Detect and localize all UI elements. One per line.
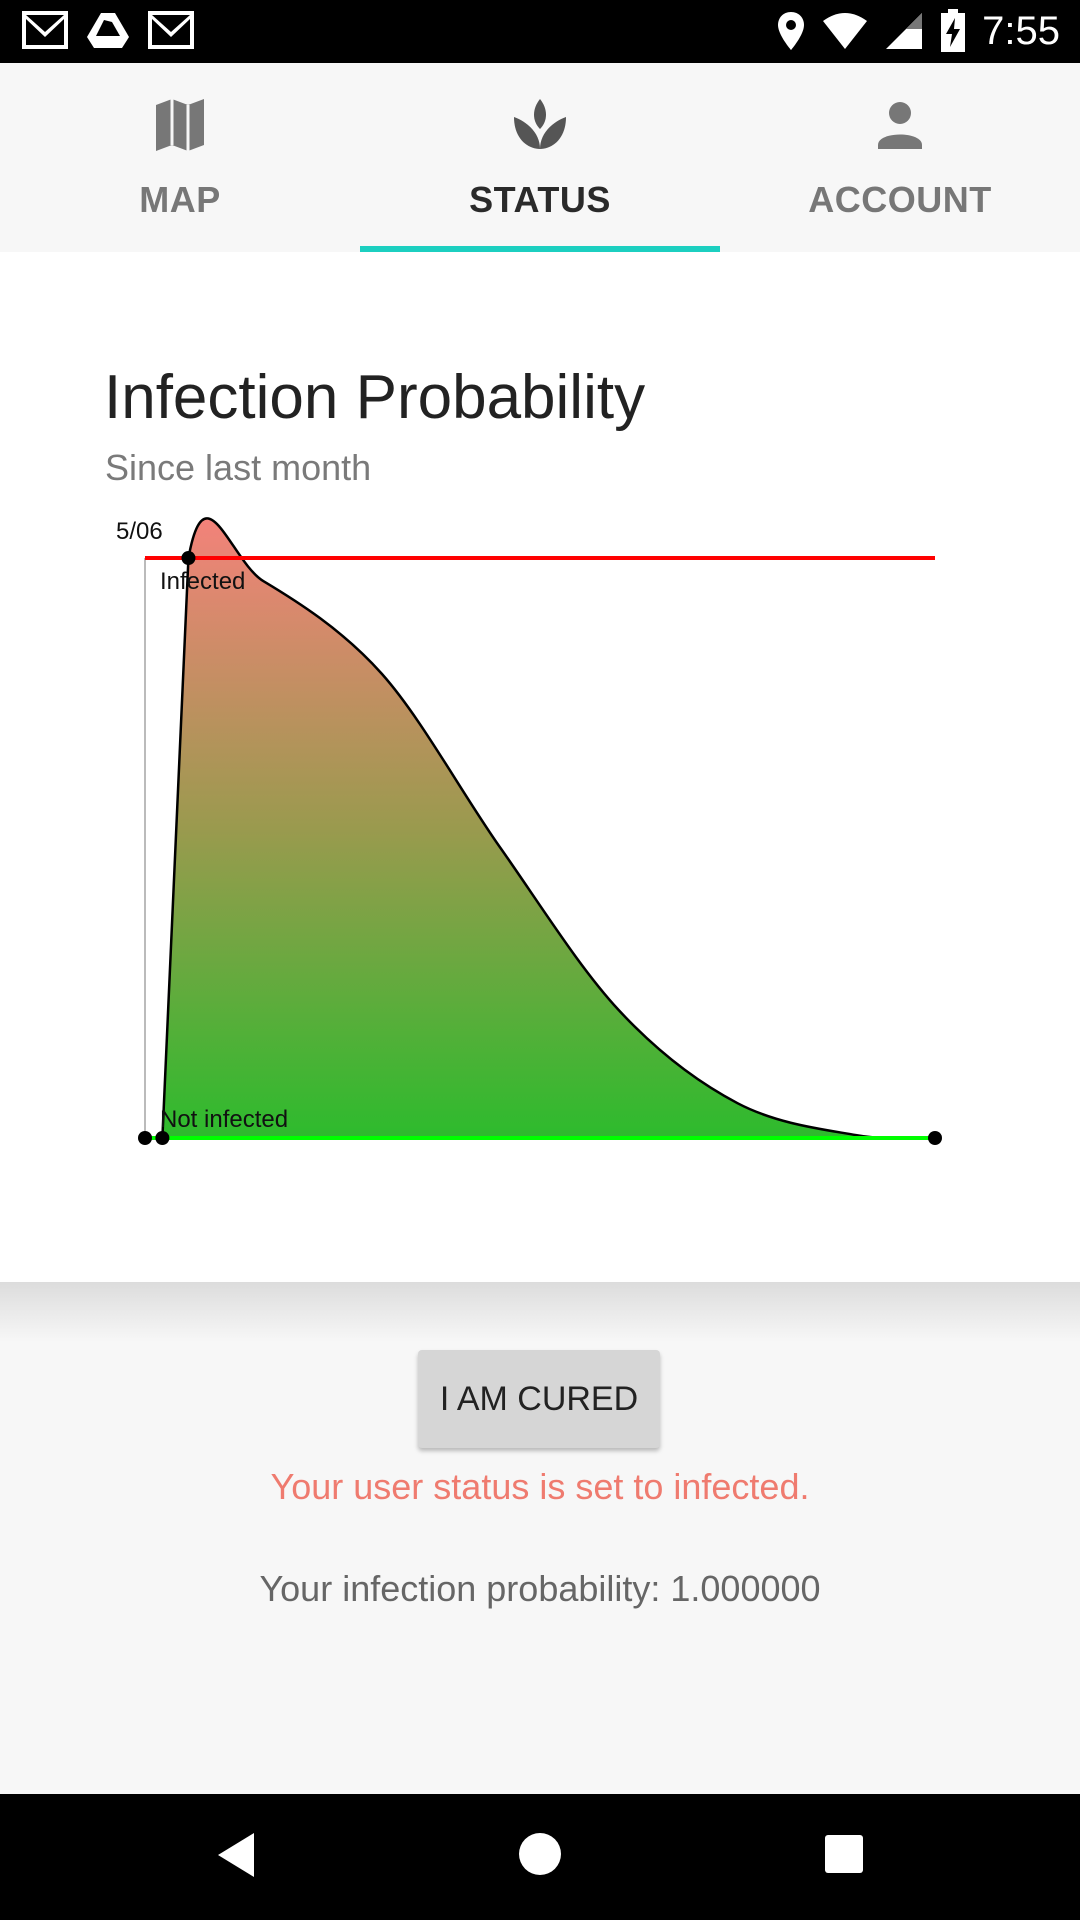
data-point (155, 1131, 170, 1145)
x-tick-label: 5/06 (116, 518, 163, 545)
tab-account[interactable]: ACCOUNT (720, 63, 1080, 252)
i-am-cured-button[interactable]: I AM CURED (418, 1350, 660, 1448)
gmail-icon (148, 11, 194, 49)
gmail-icon (22, 11, 68, 49)
back-icon[interactable] (214, 1830, 258, 1880)
map-icon (156, 99, 204, 151)
tab-status-label: STATUS (469, 179, 611, 220)
battery-charging-icon (941, 9, 966, 52)
tab-map[interactable]: MAP (0, 63, 360, 252)
data-point (928, 1131, 942, 1145)
tab-status[interactable]: STATUS (360, 63, 720, 252)
card-subtitle: Since last month (105, 447, 372, 488)
signal-icon (886, 13, 923, 49)
wifi-icon (823, 13, 868, 49)
card-shadow (0, 1282, 1080, 1342)
tab-account-label: ACCOUNT (808, 179, 992, 220)
location-icon (778, 12, 805, 50)
infected-label: Infected (160, 568, 245, 595)
probability-area (145, 518, 935, 1139)
drive-icon (87, 13, 129, 48)
not-infected-label: Not infected (160, 1106, 288, 1133)
navigation-bar (0, 1794, 1080, 1920)
status-message: Your user status is set to infected. (270, 1466, 810, 1507)
tab-bar: MAP STATUS ACCOUNT (0, 63, 1080, 252)
data-point (138, 1131, 152, 1145)
probability-message: Your infection probability: 1.000000 (259, 1568, 821, 1609)
recents-icon[interactable] (824, 1834, 864, 1874)
infection-chart: 5/06 Infected Not infected (116, 517, 942, 1145)
active-tab-indicator (360, 246, 720, 252)
card-title: Infection Probability (104, 363, 646, 432)
sprout-icon (514, 99, 566, 149)
probability-line (145, 517, 936, 1140)
home-icon[interactable] (518, 1832, 562, 1876)
person-icon (878, 102, 922, 149)
clock: 7:55 (982, 9, 1060, 53)
data-point (181, 551, 196, 565)
infection-card: Infection Probability Since last month 5… (0, 252, 1080, 1282)
status-bar: 7:55 (0, 0, 1080, 63)
tab-map-label: MAP (139, 179, 221, 220)
